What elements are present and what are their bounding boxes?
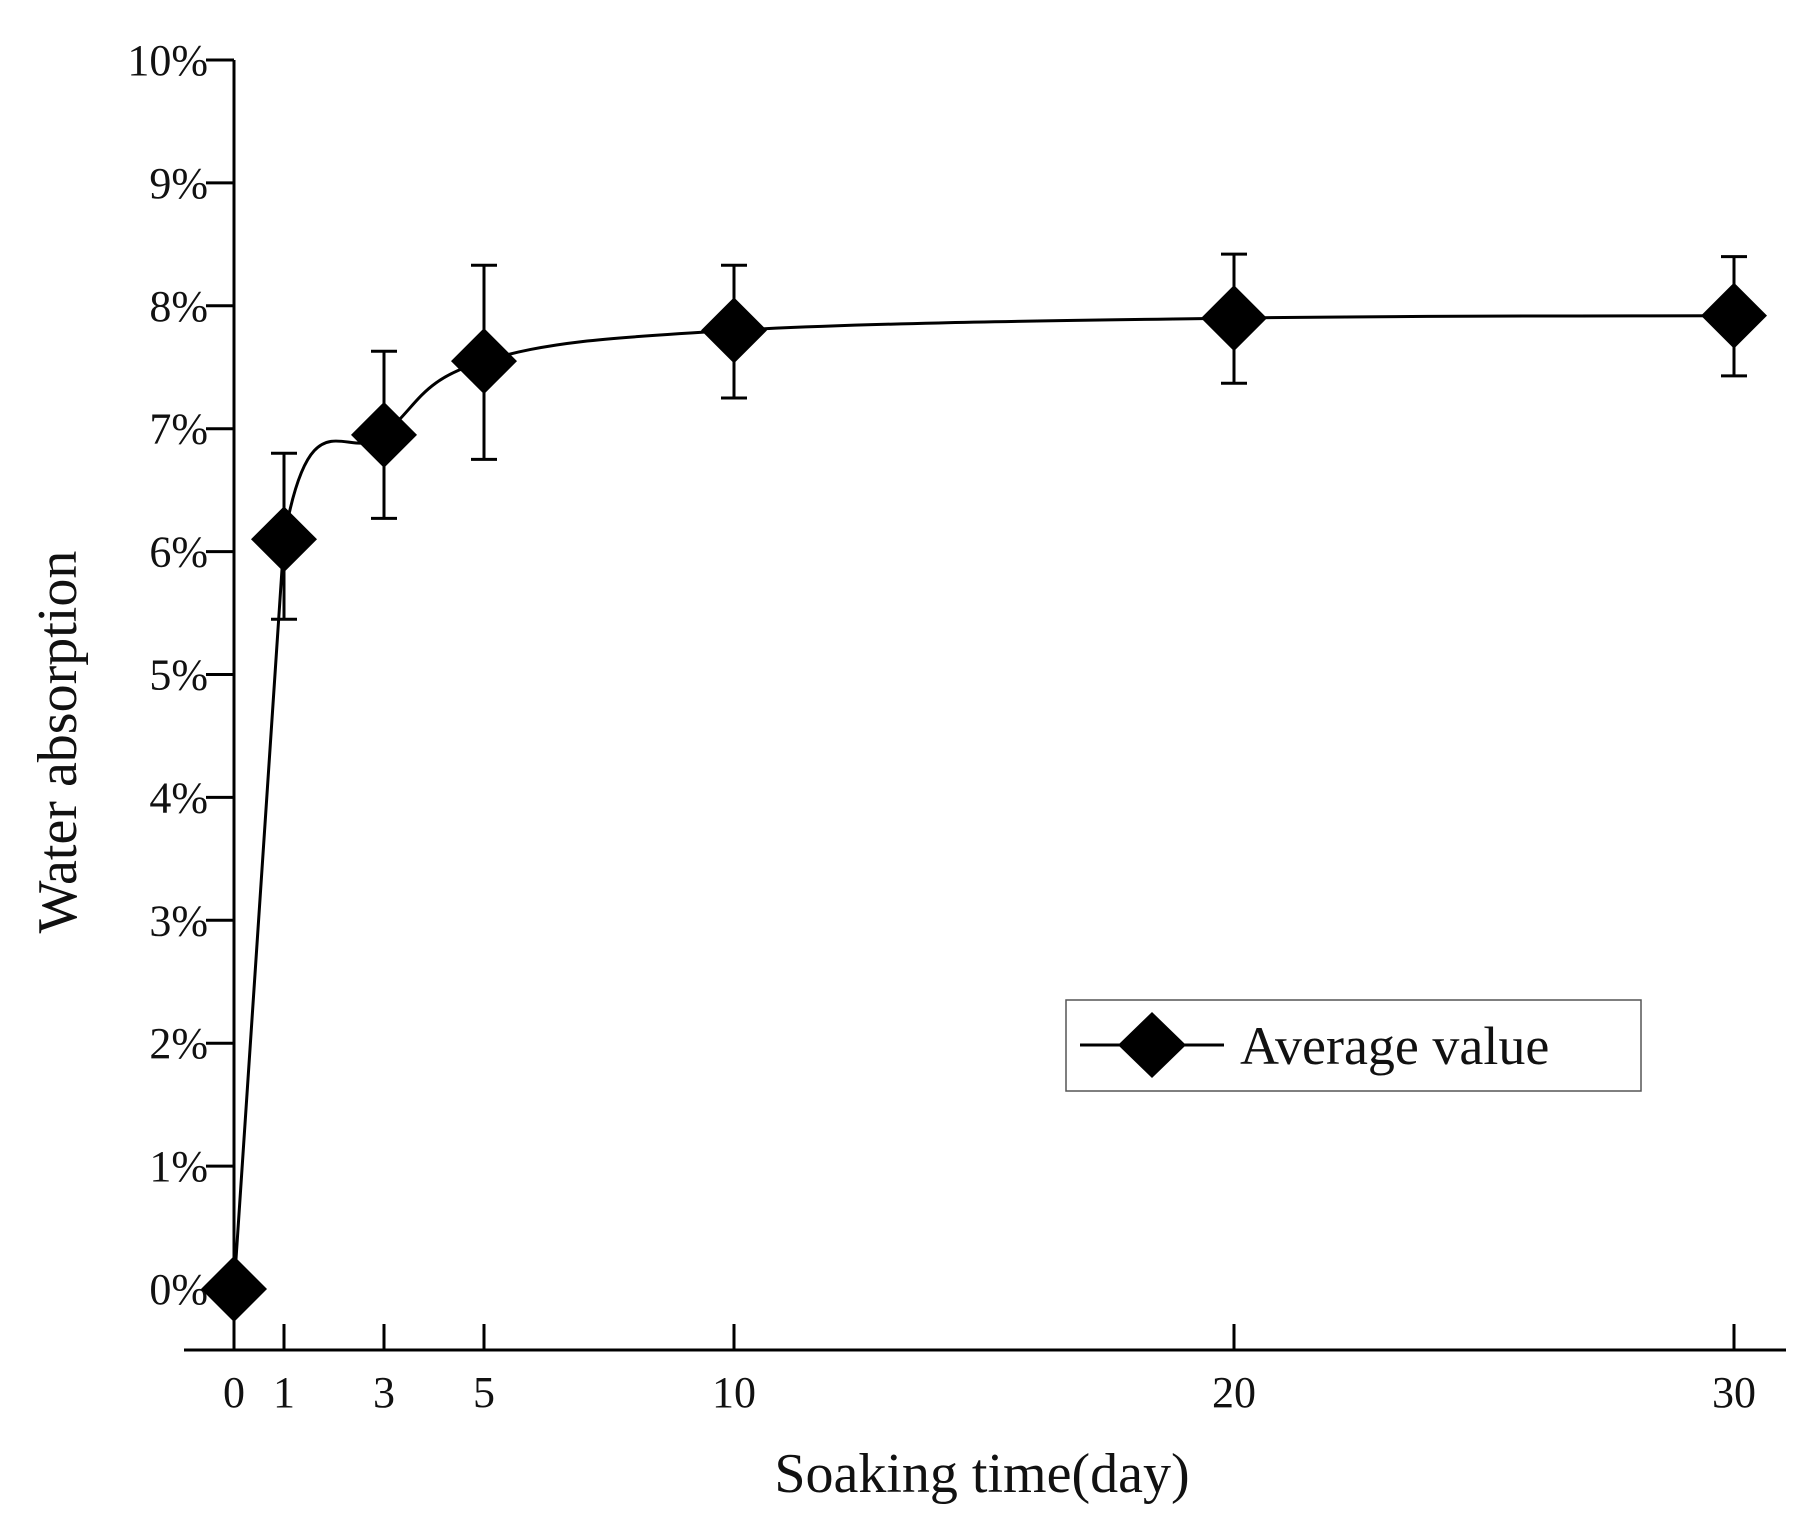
y-tick-label: 10% bbox=[127, 36, 208, 85]
x-tick-label: 1 bbox=[273, 1368, 295, 1417]
y-axis-title: Water absorption bbox=[27, 551, 89, 934]
y-tick-label: 5% bbox=[149, 651, 208, 700]
y-tick-label: 1% bbox=[149, 1142, 208, 1191]
legend-diamond-marker bbox=[1118, 1012, 1186, 1078]
legend-label: Average value bbox=[1240, 1016, 1549, 1076]
x-tick-label: 20 bbox=[1212, 1368, 1256, 1417]
data-point-diamond bbox=[351, 401, 417, 468]
data-point-diamond bbox=[451, 328, 517, 395]
y-tick-label: 7% bbox=[149, 405, 208, 454]
y-tick-label: 9% bbox=[149, 159, 208, 208]
y-axis-ticks: 0% 1% 2% 3% 4% 5% 6% 7% 8% 9% 10% bbox=[127, 36, 234, 1314]
x-tick-label: 5 bbox=[473, 1368, 495, 1417]
y-tick-label: 3% bbox=[149, 896, 208, 945]
data-point-diamond bbox=[1201, 285, 1267, 352]
y-tick-label: 6% bbox=[149, 528, 208, 577]
data-point-diamond bbox=[201, 1256, 267, 1322]
y-tick-label: 2% bbox=[149, 1019, 208, 1068]
y-tick-label: 4% bbox=[149, 773, 208, 822]
axes bbox=[184, 60, 1786, 1352]
x-tick-label: 10 bbox=[712, 1368, 756, 1417]
x-axis-ticks: 0 1 3 5 10 20 30 bbox=[223, 1324, 1756, 1417]
data-point-diamond bbox=[251, 506, 317, 573]
x-tick-label: 3 bbox=[373, 1368, 395, 1417]
x-tick-label: 0 bbox=[223, 1368, 245, 1417]
data-point-diamond bbox=[701, 297, 767, 364]
series-line bbox=[232, 314, 1735, 1290]
series-layer bbox=[201, 252, 1767, 1322]
y-tick-label: 8% bbox=[149, 282, 208, 331]
x-axis-title: Soaking time(day) bbox=[774, 1443, 1189, 1505]
y-tick-label: 0% bbox=[149, 1265, 208, 1314]
data-point-diamond bbox=[1701, 282, 1767, 349]
x-tick-label: 30 bbox=[1712, 1368, 1756, 1417]
legend: Average value bbox=[1065, 999, 1642, 1092]
